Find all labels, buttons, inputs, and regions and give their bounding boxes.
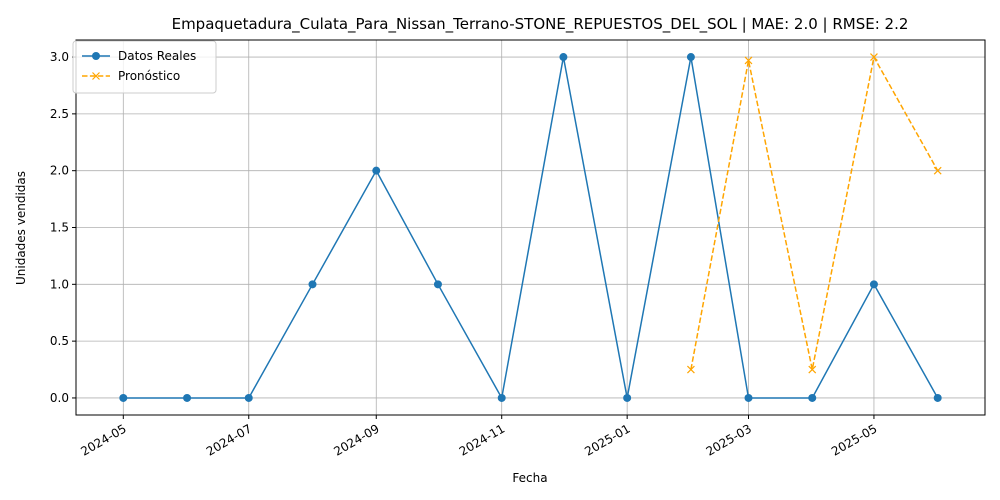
data-point	[433, 280, 442, 289]
data-point	[308, 280, 317, 289]
data-point	[183, 393, 192, 402]
legend-box	[72, 40, 217, 94]
series-line	[690, 54, 939, 370]
x-tick-label: 2024-11	[457, 421, 507, 458]
data-point	[119, 393, 128, 402]
x-tick-label: 2024-09	[331, 421, 381, 458]
series-layer	[119, 53, 942, 402]
data-point	[808, 393, 817, 402]
y-tick-label: 1.5	[50, 221, 69, 235]
y-tick-label: 2.0	[50, 164, 69, 178]
data-point	[497, 393, 506, 402]
data-point	[744, 393, 753, 402]
x-tick-label: 2025-05	[829, 421, 879, 458]
legend-label: Datos Reales	[118, 49, 196, 63]
x-tick-label: 2025-03	[704, 421, 754, 458]
data-point	[372, 166, 381, 175]
data-point	[559, 53, 568, 62]
y-axis: 0.0 0.5 1.0 1.5 2.0 2.5 3.0	[50, 50, 76, 405]
data-point	[808, 365, 817, 374]
data-point	[933, 393, 942, 402]
legend: Datos Reales Pronóstico	[72, 40, 217, 94]
y-tick-label: 1.0	[50, 277, 69, 291]
x-axis: 2024-05 2024-07 2024-09 2024-11 2025-01 2025-…	[78, 415, 879, 459]
data-point	[623, 393, 632, 402]
y-tick-label: 2.5	[50, 107, 69, 121]
data-point	[869, 280, 878, 289]
x-tick-label: 2024-07	[204, 421, 254, 458]
y-axis-title: Unidades vendidas	[14, 171, 28, 285]
data-point	[933, 166, 942, 175]
x-axis-title: Fecha	[512, 471, 547, 485]
series-line	[123, 56, 939, 401]
data-point	[244, 393, 253, 402]
y-tick-label: 0.5	[50, 334, 69, 348]
x-tick-label: 2025-01	[582, 421, 632, 458]
chart-title: Empaquetadura_Culata_Para_Nissan_Terrano…	[172, 15, 909, 34]
y-tick-label: 0.0	[50, 391, 69, 405]
data-point	[686, 365, 695, 374]
y-tick-label: 3.0	[50, 50, 69, 64]
data-point	[744, 56, 753, 65]
x-tick-label: 2024-05	[78, 421, 128, 458]
legend-marker	[92, 72, 100, 80]
legend-label: Pronóstico	[118, 69, 180, 83]
grid-lines	[76, 40, 985, 415]
legend-marker	[92, 52, 100, 60]
data-point	[870, 53, 878, 61]
data-point	[686, 53, 695, 62]
